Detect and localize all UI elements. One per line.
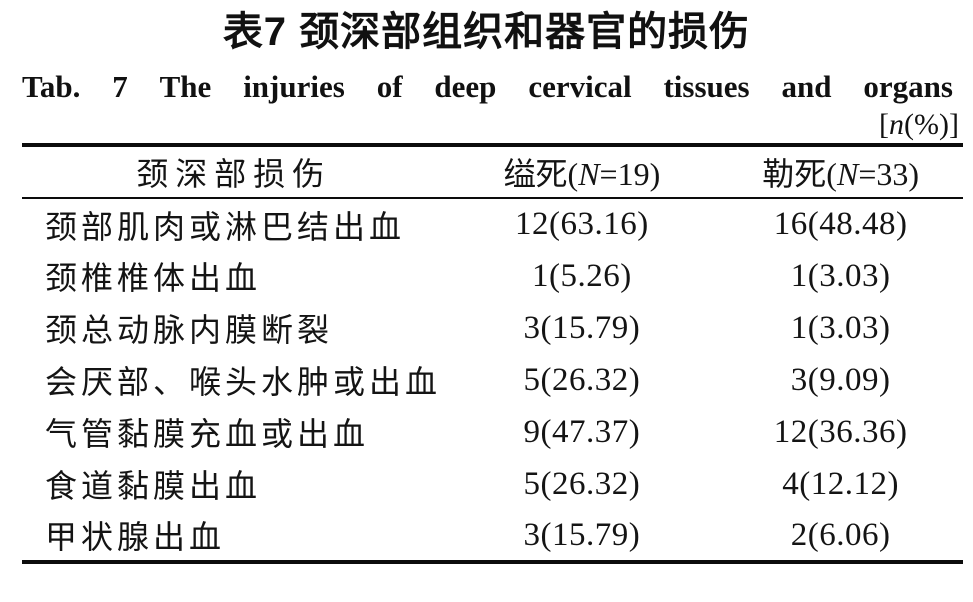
header-row: 颈深部损伤 缢死(N=19) 勒死(N=33) xyxy=(22,145,963,198)
hanging-value: 3(15.79) xyxy=(523,516,641,553)
table-row: 甲状腺出血 3(15.79) 2(6.06) xyxy=(22,510,963,562)
title-en-word: and xyxy=(781,69,832,104)
hanging-value: 1(5.26) xyxy=(532,257,632,294)
title-en-word: The xyxy=(159,69,212,104)
col-header-hanging: 缢死(N=19) xyxy=(503,156,661,192)
table-title-english: Tab. 7 The injuries of deep cervical tis… xyxy=(0,68,973,106)
table-row: 气管黏膜充血或出血 9(47.37) 12(36.36) xyxy=(22,406,963,458)
table-row: 会厌部、喉头水肿或出血 5(26.32) 3(9.09) xyxy=(22,354,963,406)
table-title-chinese: 表7 颈深部组织和器官的损伤 xyxy=(222,10,751,54)
title-en-word: of xyxy=(376,69,403,104)
hanging-value: 3(15.79) xyxy=(523,309,641,346)
injuries-table: 颈深部损伤 缢死(N=19) 勒死(N=33) 颈部肌肉或淋巴结出血 12(63… xyxy=(22,143,963,564)
ligature-value: 1(3.03) xyxy=(790,257,891,294)
unit-annotation: [n(%)] xyxy=(879,108,959,141)
table-row: 颈部肌肉或淋巴结出血 12(63.16) 16(48.48) xyxy=(22,198,963,250)
col-header-ligature: 勒死(N=33) xyxy=(762,156,920,192)
injury-label: 颈椎椎体出血 xyxy=(45,260,262,296)
title-en-word: Tab. xyxy=(22,69,81,104)
title-en-word: injuries xyxy=(243,69,345,104)
injury-label: 颈总动脉内膜断裂 xyxy=(45,312,334,348)
title-en-word: tissues xyxy=(663,69,750,104)
hanging-value: 12(63.16) xyxy=(515,206,649,242)
injury-label: 会厌部、喉头水肿或出血 xyxy=(45,364,442,400)
title-en-word: cervical xyxy=(528,69,632,104)
table-row: 颈总动脉内膜断裂 3(15.79) 1(3.03) xyxy=(22,302,963,354)
ligature-value: 3(9.09) xyxy=(790,361,891,398)
injury-label: 甲状腺出血 xyxy=(45,519,226,555)
ligature-value: 12(36.36) xyxy=(773,413,908,450)
injury-label: 食道黏膜出血 xyxy=(45,468,262,504)
col-header-injury-type: 颈深部损伤 xyxy=(136,156,332,192)
ligature-value: 1(3.03) xyxy=(790,309,891,346)
title-en-word: organs xyxy=(863,69,953,104)
unit-variable-n: n xyxy=(889,108,905,141)
ligature-value: 16(48.48) xyxy=(773,206,908,242)
table-row: 颈椎椎体出血 1(5.26) 1(3.03) xyxy=(22,250,963,302)
table-row: 食道黏膜出血 5(26.32) 4(12.12) xyxy=(22,458,963,510)
injury-label: 气管黏膜充血或出血 xyxy=(45,416,370,452)
hanging-value: 5(26.32) xyxy=(523,361,641,398)
variable-N: N xyxy=(578,156,600,192)
ligature-value: 2(6.06) xyxy=(790,516,891,553)
title-en-word: deep xyxy=(434,69,497,104)
hanging-value: 5(26.32) xyxy=(523,465,641,502)
title-en-word: 7 xyxy=(112,69,128,104)
ligature-value: 4(12.12) xyxy=(782,465,900,502)
hanging-value: 9(47.37) xyxy=(523,413,641,450)
variable-N: N xyxy=(836,156,859,192)
injury-label: 颈部肌肉或淋巴结出血 xyxy=(45,208,406,245)
